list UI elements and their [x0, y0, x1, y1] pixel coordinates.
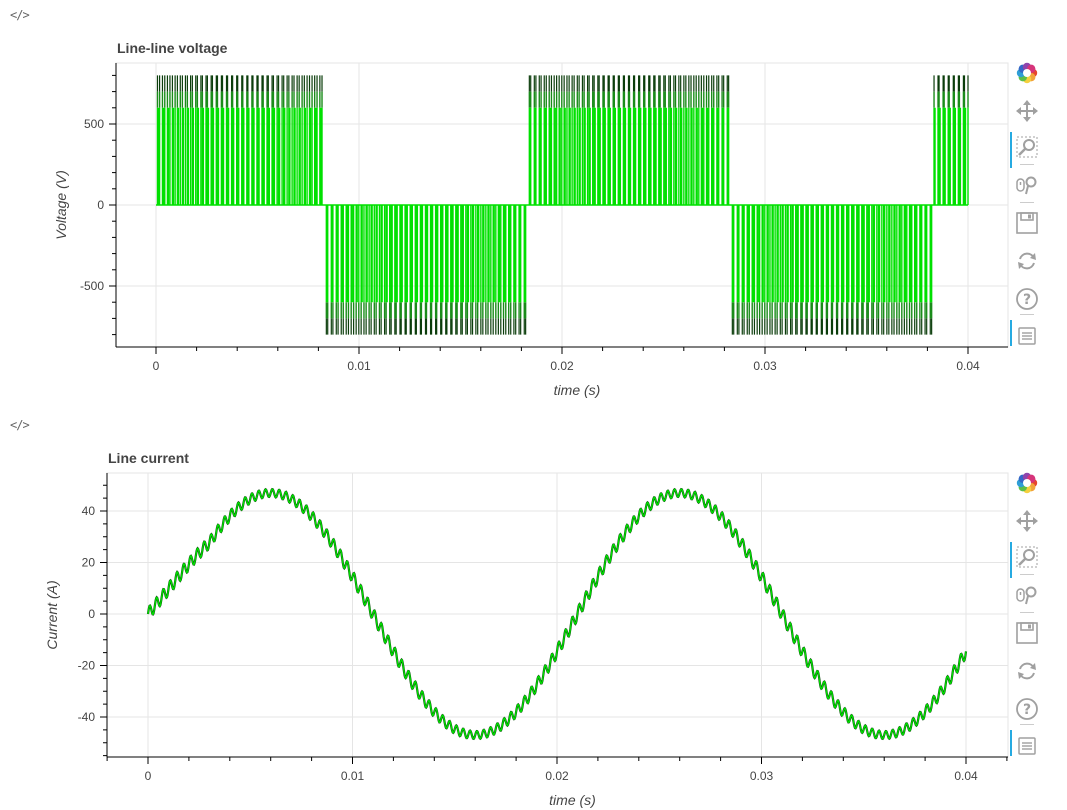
toolbar-divider — [1020, 314, 1034, 315]
save-icon — [1015, 621, 1039, 650]
reset-icon — [1015, 249, 1039, 278]
embed-code-icon[interactable]: </> — [10, 418, 30, 432]
y-axis-label: Voltage (V) — [53, 170, 69, 240]
x-tick-label: 0.04 — [956, 359, 980, 373]
toolbar-divider — [1020, 724, 1034, 725]
help-tool-button[interactable]: ? — [1014, 697, 1040, 726]
x-tick-label: 0.01 — [347, 359, 371, 373]
current-trace — [146, 487, 968, 741]
reset-tool-button[interactable] — [1014, 660, 1040, 686]
x-tick-label: 0.03 — [750, 769, 774, 783]
wheel-zoom-icon — [1015, 583, 1039, 612]
y-tick-label: 0 — [97, 198, 104, 212]
x-axis-label: time (s) — [554, 382, 601, 398]
plot-toolbar: ? — [1010, 60, 1044, 350]
toolbar-divider — [1020, 574, 1034, 575]
y-tick-label: 40 — [82, 504, 96, 518]
wheel-zoom-icon — [1015, 173, 1039, 202]
active-tool-indicator — [1010, 730, 1012, 756]
y-tick-label: -20 — [78, 659, 96, 673]
save-icon — [1015, 211, 1039, 240]
help-tool-button[interactable]: ? — [1014, 287, 1040, 316]
voltage-trace — [156, 75, 969, 335]
save-tool-button[interactable] — [1014, 621, 1040, 650]
save-tool-button[interactable] — [1014, 211, 1040, 240]
box-zoom-tool-button[interactable] — [1014, 136, 1040, 162]
bokeh-logo-tool-button[interactable] — [1014, 472, 1040, 498]
hover-tool-button[interactable] — [1014, 324, 1040, 350]
y-axis-label: Current (A) — [44, 580, 60, 649]
pan-tool-button[interactable] — [1014, 509, 1040, 538]
toolbar-divider — [1020, 612, 1034, 613]
bokeh-logo-icon — [1015, 61, 1039, 90]
active-tool-indicator — [1010, 132, 1012, 168]
box-zoom-icon — [1015, 135, 1039, 164]
wheel-zoom-tool-button[interactable] — [1014, 584, 1040, 610]
axes: 0 0.01 0.02 0.03 0.04 -40 -20 0 20 40 time (s) Curr… — [44, 472, 1009, 808]
x-tick-label: 0.02 — [550, 359, 574, 373]
x-tick-label: 0.03 — [753, 359, 777, 373]
hover-tool-button[interactable] — [1014, 734, 1040, 760]
box-zoom-icon — [1015, 545, 1039, 574]
reset-tool-button[interactable] — [1014, 250, 1040, 276]
svg-text:?: ? — [1023, 292, 1031, 308]
voltage-plot-area[interactable]: 0 0.01 0.02 0.03 0.04 -500 0 500 time (s) Voltage… — [0, 0, 1067, 405]
y-tick-label: 500 — [84, 117, 104, 131]
active-tool-indicator — [1010, 320, 1012, 346]
voltage-chart: Line-line voltage 0 0.01 0.02 0.03 0.04 -500 0… — [0, 0, 1067, 405]
chart-title: Line-line voltage — [117, 40, 228, 56]
x-tick-label: 0.04 — [954, 769, 978, 783]
reset-icon — [1015, 659, 1039, 688]
embed-code-icon[interactable]: </> — [10, 8, 30, 22]
hover-icon — [1015, 733, 1039, 762]
pan-icon — [1015, 509, 1039, 538]
bokeh-logo-tool-button[interactable] — [1014, 62, 1040, 88]
y-tick-label: -40 — [78, 710, 96, 724]
hover-icon — [1015, 323, 1039, 352]
y-tick-label: -500 — [80, 279, 104, 293]
help-icon: ? — [1015, 287, 1039, 316]
x-tick-label: 0 — [153, 359, 160, 373]
bokeh-logo-icon — [1015, 471, 1039, 500]
svg-text:?: ? — [1023, 702, 1031, 718]
x-tick-label: 0.01 — [341, 769, 365, 783]
chart-title: Line current — [108, 450, 189, 466]
y-tick-label: 0 — [88, 607, 95, 621]
x-tick-label: 0 — [145, 769, 152, 783]
x-axis-label: time (s) — [549, 792, 596, 808]
toolbar-divider — [1020, 202, 1034, 203]
box-zoom-tool-button[interactable] — [1014, 546, 1040, 572]
wheel-zoom-tool-button[interactable] — [1014, 174, 1040, 200]
pan-icon — [1015, 99, 1039, 128]
active-tool-indicator — [1010, 542, 1012, 578]
y-tick-label: 20 — [82, 556, 96, 570]
plot-toolbar: ? — [1010, 470, 1044, 760]
toolbar-divider — [1020, 164, 1034, 165]
help-icon: ? — [1015, 697, 1039, 726]
pan-tool-button[interactable] — [1014, 99, 1040, 128]
x-tick-label: 0.02 — [545, 769, 569, 783]
